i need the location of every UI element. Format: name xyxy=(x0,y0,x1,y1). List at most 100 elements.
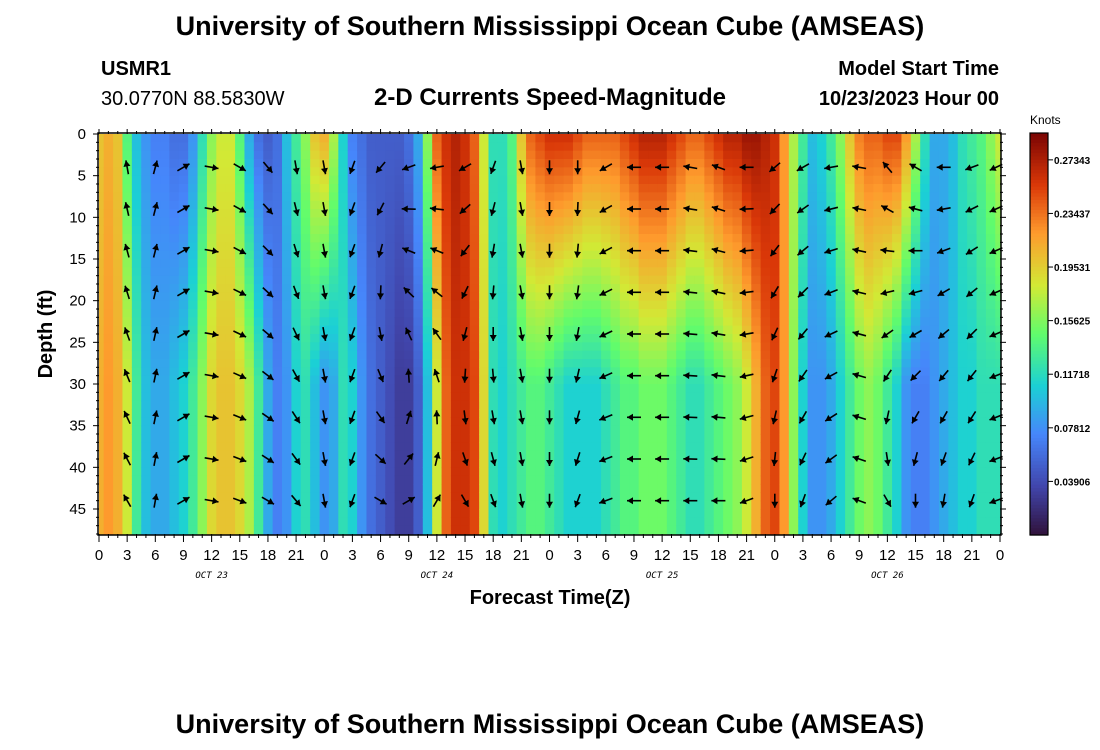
heatmap-cell xyxy=(629,225,640,235)
heatmap-cell xyxy=(854,517,865,527)
heatmap-cell xyxy=(347,425,358,435)
heatmap-cell xyxy=(835,475,846,485)
heatmap-cell xyxy=(751,359,762,368)
heatmap-cell xyxy=(188,450,199,460)
heatmap-cell xyxy=(920,142,931,152)
heatmap-cell xyxy=(347,192,358,202)
heatmap-cell xyxy=(469,484,480,493)
heatmap-cell xyxy=(835,175,846,185)
heatmap-cell xyxy=(150,167,161,177)
heatmap-cell xyxy=(544,517,555,527)
heatmap-cell xyxy=(788,217,799,227)
heatmap-cell xyxy=(328,217,339,227)
heatmap-cell xyxy=(99,525,105,535)
heatmap-cell xyxy=(948,459,959,468)
heatmap-cell xyxy=(694,350,705,360)
heatmap-cell xyxy=(375,434,386,443)
heatmap-cell xyxy=(938,409,949,418)
heatmap-cell xyxy=(263,292,274,302)
heatmap-cell xyxy=(610,309,621,318)
heatmap-cell xyxy=(788,425,799,435)
heatmap-cell xyxy=(497,225,508,235)
current-arrow xyxy=(152,327,159,341)
heatmap-cell xyxy=(863,234,874,243)
heatmap-cell xyxy=(413,225,424,235)
heatmap-cell xyxy=(160,292,170,302)
heatmap-cell xyxy=(967,400,978,410)
heatmap-cell xyxy=(544,317,555,327)
heatmap-cell xyxy=(892,259,903,268)
heatmap-cell xyxy=(244,167,255,177)
heatmap-cell xyxy=(591,159,602,168)
heatmap-cell xyxy=(150,525,161,535)
heatmap-cell xyxy=(188,259,199,268)
heatmap-cell xyxy=(554,159,565,168)
heatmap-cell xyxy=(619,275,630,285)
heatmap-cell xyxy=(666,384,677,393)
heatmap-cell xyxy=(263,384,274,393)
heatmap-cell xyxy=(535,417,546,427)
current-arrow xyxy=(824,205,839,213)
heatmap-cell xyxy=(394,425,405,435)
heatmap-cell xyxy=(704,167,715,177)
heatmap-cell xyxy=(366,342,377,352)
heatmap-cell xyxy=(300,425,311,435)
heatmap-cell xyxy=(263,325,274,335)
heatmap-cell xyxy=(225,459,236,468)
heatmap-cell xyxy=(619,375,630,385)
current-arrow xyxy=(123,452,132,466)
heatmap-cell xyxy=(413,509,424,518)
heatmap-cell xyxy=(788,192,799,202)
current-arrow xyxy=(374,453,387,465)
heatmap-cell xyxy=(216,242,227,252)
heatmap-cell xyxy=(291,192,302,202)
heatmap-cell xyxy=(619,242,630,252)
heatmap-cell xyxy=(441,392,452,402)
heatmap-cell xyxy=(206,242,217,252)
heatmap-cell xyxy=(779,467,790,477)
current-arrow xyxy=(796,245,809,256)
heatmap-cell xyxy=(375,384,386,393)
heatmap-cell xyxy=(591,200,602,210)
heatmap-cell xyxy=(291,442,302,452)
heatmap-cell xyxy=(732,259,743,268)
heatmap-cell xyxy=(404,292,415,302)
heatmap-cell xyxy=(357,434,368,443)
heatmap-cell xyxy=(394,150,405,160)
heatmap-cell xyxy=(366,275,377,285)
heatmap-cell xyxy=(160,350,170,360)
heatmap-cell xyxy=(357,450,368,460)
heatmap-cell xyxy=(422,367,433,377)
heatmap-cell xyxy=(770,142,781,152)
heatmap-cell xyxy=(460,184,471,193)
heatmap-cell xyxy=(751,234,762,243)
heatmap-cell xyxy=(798,517,809,527)
heatmap-cell xyxy=(882,500,893,510)
heatmap-cell xyxy=(976,292,987,302)
heatmap-cell xyxy=(873,242,884,252)
heatmap-cell xyxy=(920,292,931,302)
heatmap-cell xyxy=(816,359,827,368)
current-arrow xyxy=(262,245,274,257)
heatmap-cell xyxy=(113,450,124,460)
heatmap-cell xyxy=(629,309,640,318)
heatmap-cell xyxy=(741,234,752,243)
heatmap-cell xyxy=(957,150,968,160)
heatmap-cell xyxy=(694,317,705,327)
heatmap-cell xyxy=(723,350,734,360)
heatmap-cell xyxy=(751,309,762,318)
heatmap-cell xyxy=(441,134,452,143)
heatmap-cell xyxy=(976,284,987,293)
heatmap-cell xyxy=(469,250,480,260)
heatmap-cell xyxy=(995,225,1001,235)
heatmap-cell xyxy=(601,242,612,252)
current-arrow xyxy=(882,369,892,382)
heatmap-cell xyxy=(357,509,368,518)
heatmap-cell xyxy=(216,500,227,510)
heatmap-cell xyxy=(235,367,246,377)
heatmap-cell xyxy=(291,225,302,235)
current-arrow xyxy=(432,494,442,508)
heatmap-cell xyxy=(770,200,781,210)
heatmap-cell xyxy=(779,242,790,252)
heatmap-cell xyxy=(441,234,452,243)
